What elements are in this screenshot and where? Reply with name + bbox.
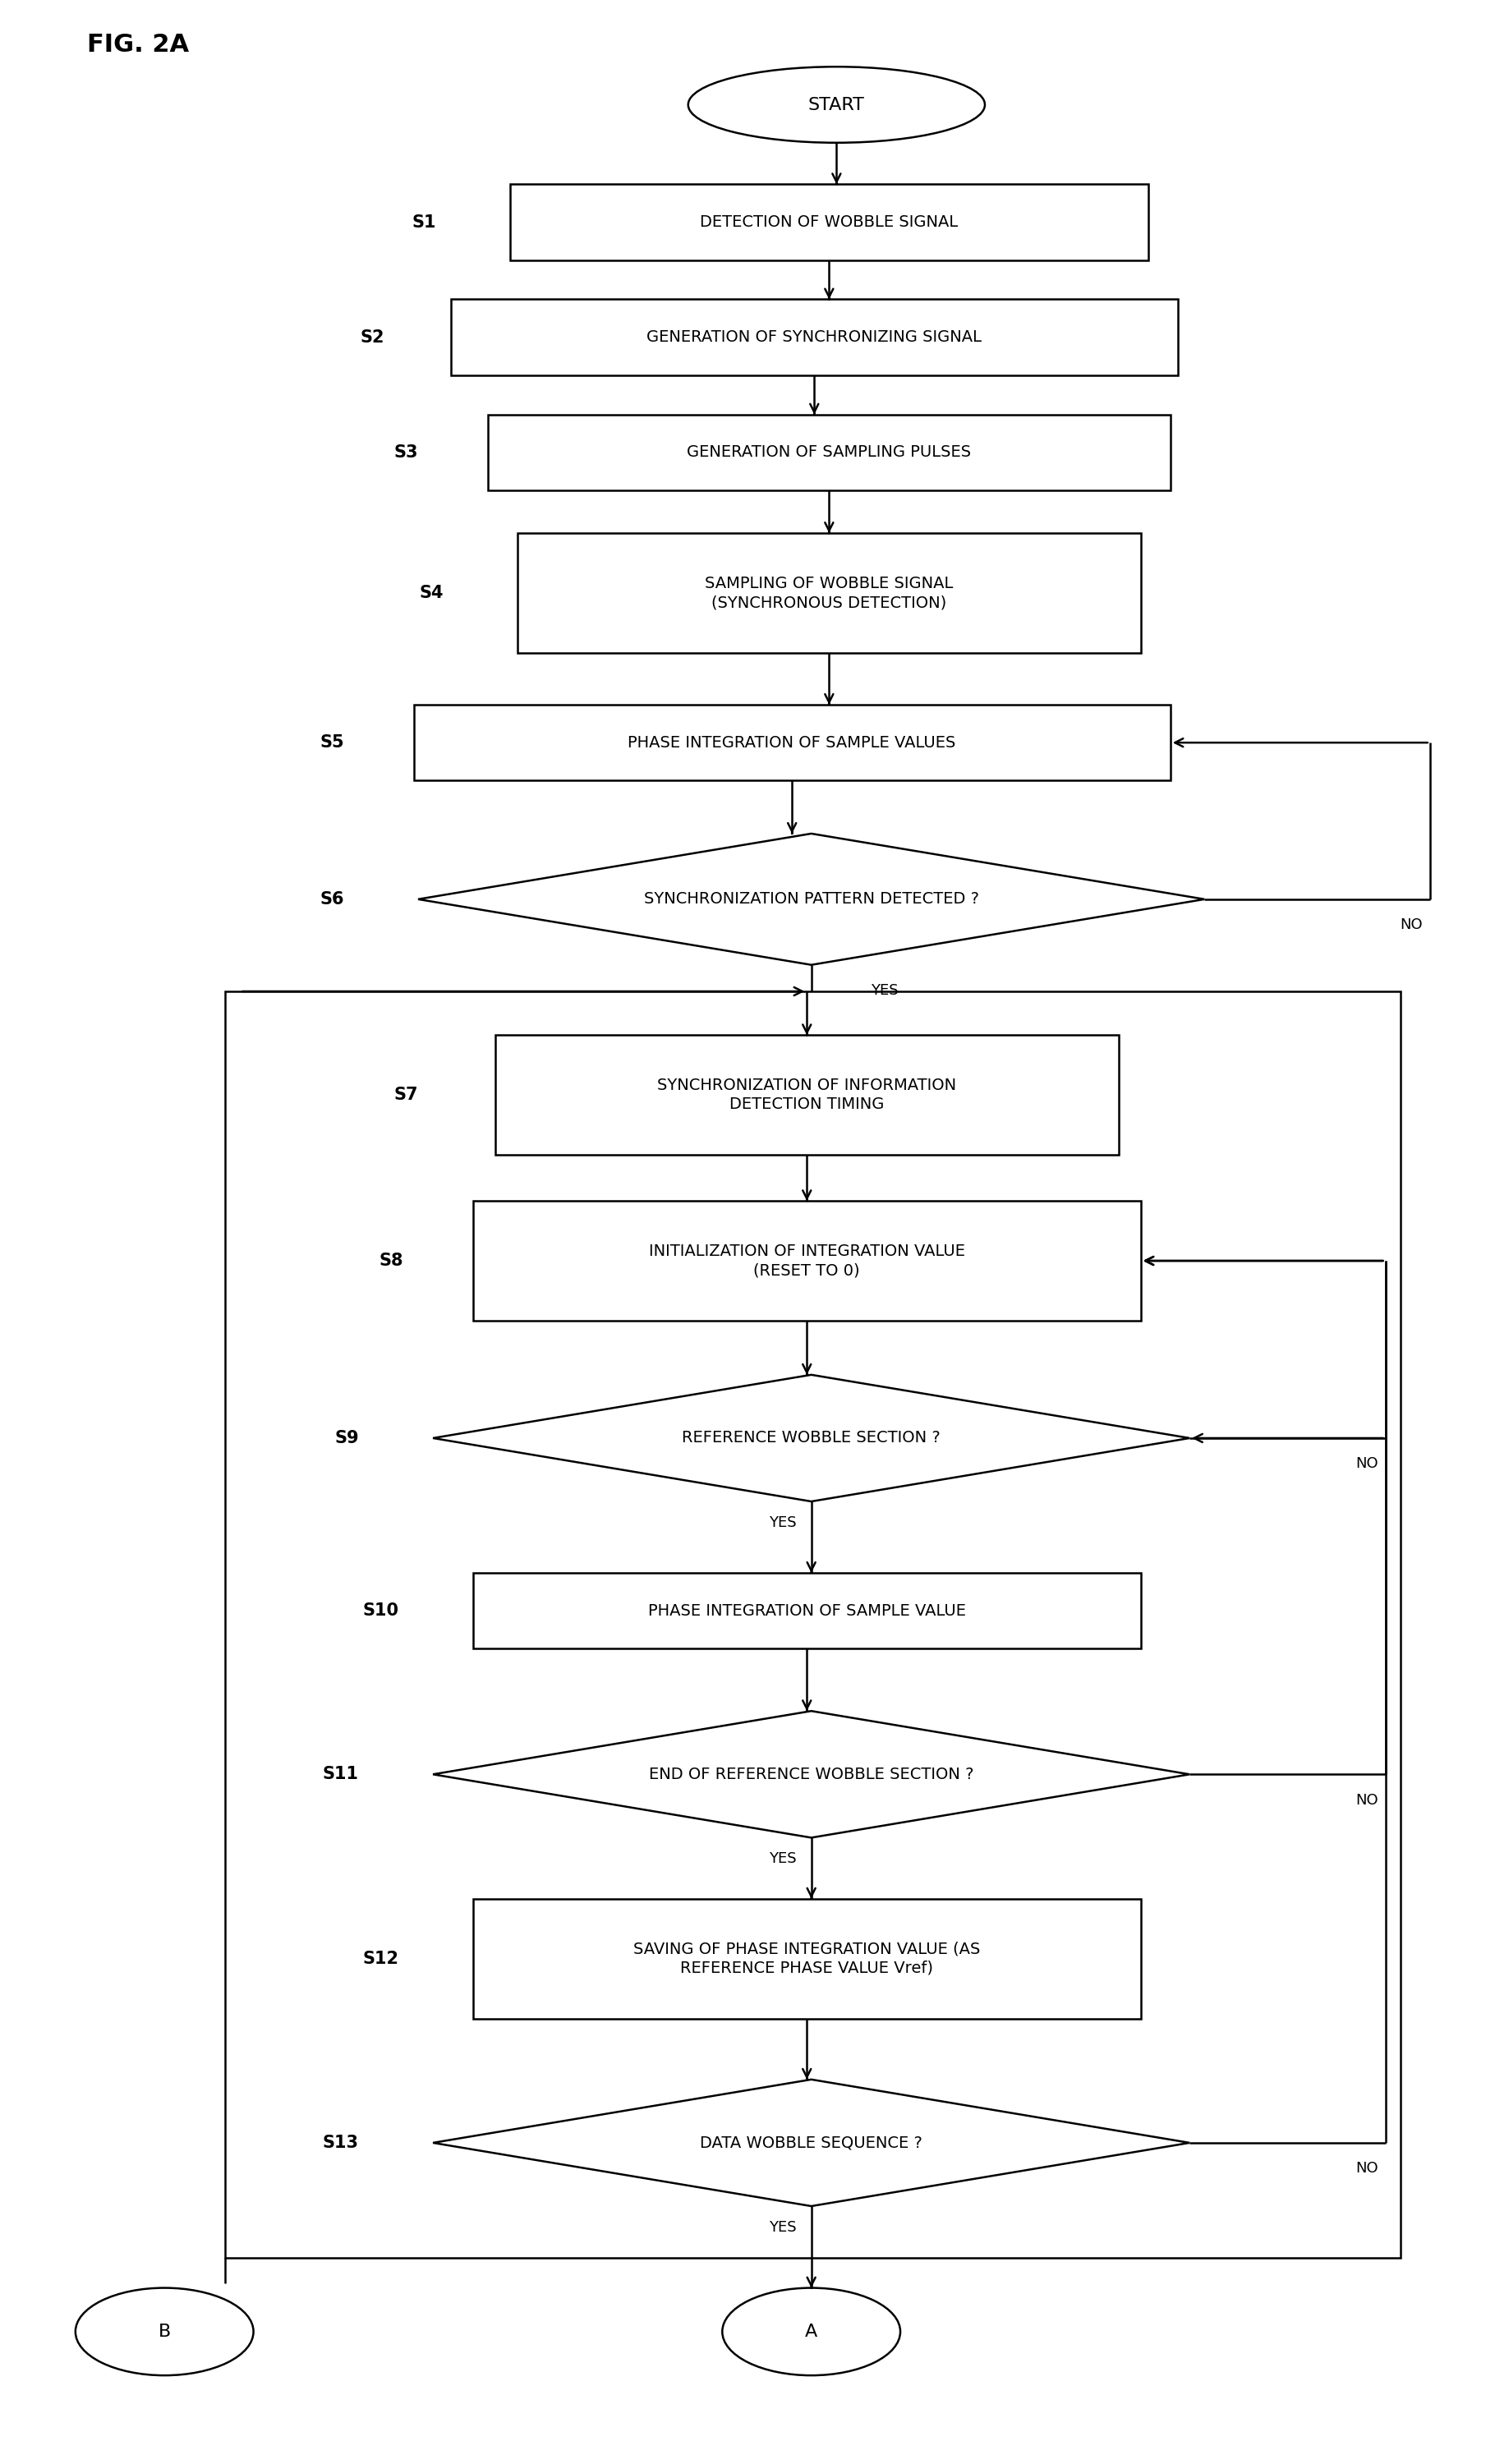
Bar xyxy=(495,1035,1118,1156)
Ellipse shape xyxy=(75,2289,254,2375)
Text: END OF REFERENCE WOBBLE SECTION ?: END OF REFERENCE WOBBLE SECTION ? xyxy=(649,1767,973,1781)
Bar xyxy=(510,185,1148,261)
Text: S4: S4 xyxy=(419,584,444,601)
Text: B: B xyxy=(158,2324,170,2341)
Text: S7: S7 xyxy=(393,1087,419,1104)
Bar xyxy=(472,1900,1141,2018)
Text: SYNCHRONIZATION OF INFORMATION
DETECTION TIMING: SYNCHRONIZATION OF INFORMATION DETECTION… xyxy=(658,1077,957,1111)
Bar xyxy=(226,991,1401,2257)
Polygon shape xyxy=(434,1375,1190,1501)
Text: NO: NO xyxy=(1399,917,1423,931)
Bar xyxy=(487,414,1171,490)
Text: S13: S13 xyxy=(323,2134,359,2151)
Polygon shape xyxy=(434,2080,1190,2205)
Text: SYNCHRONIZATION PATTERN DETECTED ?: SYNCHRONIZATION PATTERN DETECTED ? xyxy=(644,892,979,907)
Bar xyxy=(517,532,1141,653)
Text: YES: YES xyxy=(768,1850,797,1865)
Text: S8: S8 xyxy=(380,1252,404,1269)
Text: S12: S12 xyxy=(363,1951,399,1966)
Text: S9: S9 xyxy=(335,1429,359,1446)
Text: A: A xyxy=(804,2324,818,2341)
Text: PHASE INTEGRATION OF SAMPLE VALUE: PHASE INTEGRATION OF SAMPLE VALUE xyxy=(647,1604,966,1619)
Text: YES: YES xyxy=(768,2220,797,2235)
Text: GENERATION OF SYNCHRONIZING SIGNAL: GENERATION OF SYNCHRONIZING SIGNAL xyxy=(647,330,982,345)
Text: GENERATION OF SAMPLING PULSES: GENERATION OF SAMPLING PULSES xyxy=(686,444,972,461)
Bar xyxy=(472,1572,1141,1648)
Text: YES: YES xyxy=(768,1515,797,1530)
Bar xyxy=(414,705,1171,781)
Text: SAMPLING OF WOBBLE SIGNAL
(SYNCHRONOUS DETECTION): SAMPLING OF WOBBLE SIGNAL (SYNCHRONOUS D… xyxy=(706,577,954,611)
Bar xyxy=(472,1200,1141,1321)
Text: NO: NO xyxy=(1356,1794,1378,1809)
Text: START: START xyxy=(809,96,864,113)
Polygon shape xyxy=(434,1710,1190,1838)
Text: PHASE INTEGRATION OF SAMPLE VALUES: PHASE INTEGRATION OF SAMPLE VALUES xyxy=(628,734,955,752)
Text: S10: S10 xyxy=(363,1602,399,1619)
Text: YES: YES xyxy=(870,983,898,998)
Text: S6: S6 xyxy=(320,892,344,907)
Text: S3: S3 xyxy=(393,444,419,461)
Text: FIG. 2A: FIG. 2A xyxy=(87,32,190,57)
Text: S1: S1 xyxy=(411,214,437,232)
Text: REFERENCE WOBBLE SECTION ?: REFERENCE WOBBLE SECTION ? xyxy=(682,1429,940,1446)
Text: S5: S5 xyxy=(320,734,344,752)
Ellipse shape xyxy=(688,67,985,143)
Text: INITIALIZATION OF INTEGRATION VALUE
(RESET TO 0): INITIALIZATION OF INTEGRATION VALUE (RES… xyxy=(649,1244,964,1279)
Text: DETECTION OF WOBBLE SIGNAL: DETECTION OF WOBBLE SIGNAL xyxy=(700,214,958,229)
Text: SAVING OF PHASE INTEGRATION VALUE (AS
REFERENCE PHASE VALUE Vref): SAVING OF PHASE INTEGRATION VALUE (AS RE… xyxy=(634,1942,981,1976)
Bar xyxy=(451,298,1178,375)
Polygon shape xyxy=(419,833,1205,966)
Text: DATA WOBBLE SEQUENCE ?: DATA WOBBLE SEQUENCE ? xyxy=(700,2134,922,2151)
Ellipse shape xyxy=(722,2289,900,2375)
Text: S2: S2 xyxy=(360,330,384,345)
Text: NO: NO xyxy=(1356,2161,1378,2176)
Text: S11: S11 xyxy=(323,1767,359,1781)
Text: NO: NO xyxy=(1356,1456,1378,1471)
